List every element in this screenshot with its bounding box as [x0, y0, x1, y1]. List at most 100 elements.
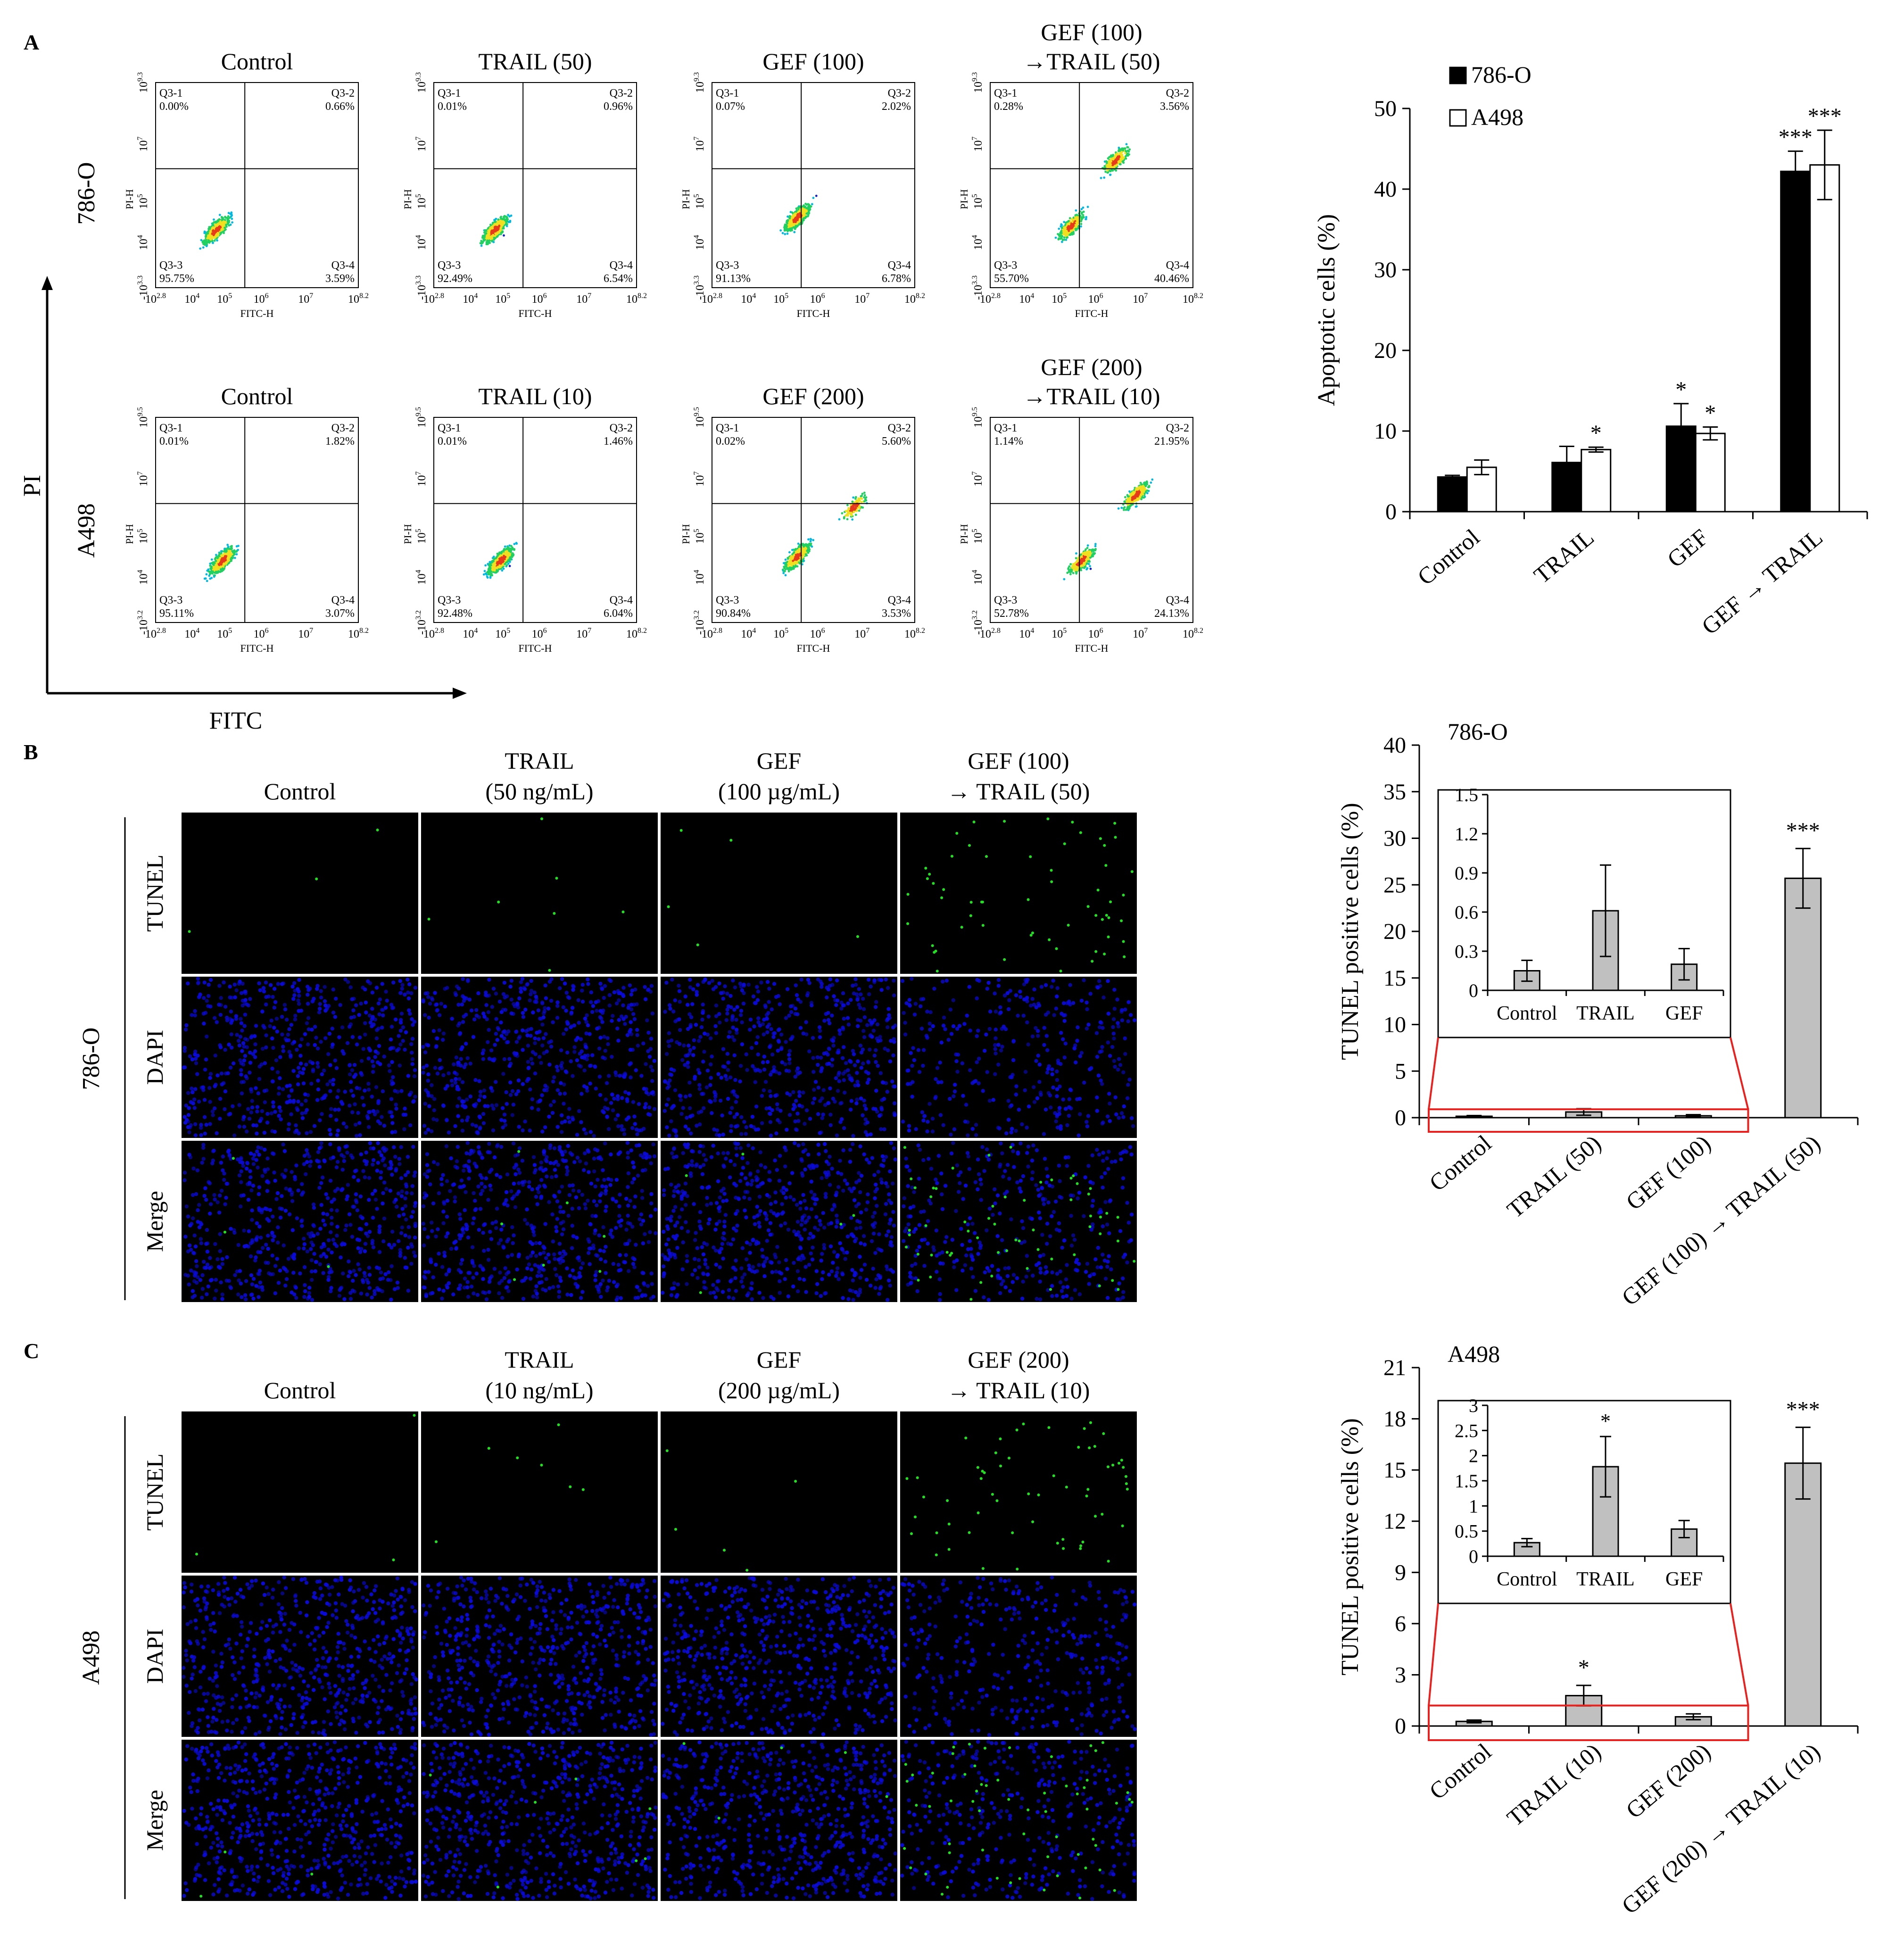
flow-event-dot — [786, 232, 789, 235]
flow-event-dot — [785, 558, 787, 561]
flow-event-dot — [789, 230, 792, 232]
tick-exponent: 5 — [414, 194, 422, 198]
flow-x-axis-label: FITC-H — [519, 307, 552, 319]
flow-plot-title: TRAIL (10) — [478, 383, 592, 409]
flow-event-dot — [481, 242, 484, 244]
flow-event-dot — [231, 553, 233, 556]
tick-exponent: 7 — [414, 472, 422, 475]
flow-event-dot — [497, 566, 499, 568]
flow-plot-frame — [712, 417, 915, 622]
tick-exponent: 4 — [196, 627, 199, 635]
flow-x-tick-label: 105 — [1051, 292, 1067, 306]
flow-event-dot — [1075, 209, 1077, 212]
flow-event-dot — [798, 550, 801, 552]
flow-event-dot — [1128, 149, 1131, 151]
flow-event-dot — [784, 230, 786, 232]
flow-event-dot — [1114, 160, 1117, 163]
flow-event-dot — [222, 567, 224, 570]
flow-event-dot — [796, 562, 799, 564]
tick-exponent: 4 — [414, 235, 422, 239]
flow-x-tick-label: 104 — [184, 627, 199, 640]
flow-event-dot — [792, 560, 794, 562]
flow-event-dot — [202, 246, 205, 249]
flow-event-dot — [234, 557, 236, 559]
flow-event-dot — [486, 575, 488, 578]
flow-event-dot — [811, 203, 813, 206]
flow-event-dot — [231, 557, 233, 559]
tick-exponent: 6 — [265, 292, 269, 300]
flow-event-dot — [498, 224, 500, 227]
flow-x-tick-label: 104 — [184, 292, 199, 306]
flow-x-tick-label: 108.2 — [1183, 292, 1203, 306]
q1-name: Q3-1 — [438, 422, 461, 434]
tick-exponent: 6 — [265, 627, 269, 635]
flow-y-tick-label: 104 — [414, 570, 428, 585]
flow-event-dot — [810, 543, 812, 545]
flow-x-tick-label: 108.2 — [904, 292, 925, 306]
flow-event-dot — [808, 209, 811, 212]
tick-exponent: 6 — [543, 292, 547, 300]
tick-exponent: 5 — [693, 194, 701, 198]
flow-event-dot — [495, 224, 497, 226]
q4-value: 3.07% — [325, 607, 355, 620]
flow-plot: ControlQ3-10.01%Q3-21.82%Q3-395.11%Q3-43… — [124, 383, 369, 654]
flow-event-dot — [220, 232, 222, 235]
flow-event-dot — [483, 239, 486, 241]
flow-event-dot — [484, 570, 486, 573]
flow-event-dot — [790, 557, 793, 559]
flow-plot: GEF (100)Q3-10.07%Q3-22.02%Q3-391.13%Q3-… — [680, 48, 925, 319]
tick-exponent: 5 — [506, 627, 510, 635]
flow-event-dot — [220, 552, 223, 555]
pi-axis-label: PI — [19, 475, 46, 497]
flow-event-dot — [207, 235, 209, 238]
flow-event-dot — [1118, 158, 1120, 160]
flow-event-dot — [213, 231, 215, 233]
flow-x-tick-label: 108.2 — [626, 292, 647, 306]
flow-event-dot — [503, 555, 505, 557]
flow-event-dot — [1119, 158, 1122, 160]
flow-plot-title: GEF (200) — [762, 383, 864, 409]
flow-event-dot — [494, 232, 497, 235]
q3-name: Q3-3 — [716, 259, 739, 272]
tick-exponent: 4 — [136, 235, 144, 239]
flow-event-dot — [489, 574, 492, 576]
flow-x-tick-label: 105 — [217, 627, 232, 640]
tick-exponent: 5 — [414, 529, 422, 532]
flow-event-dot — [510, 545, 513, 547]
q2-name: Q3-2 — [1166, 87, 1189, 100]
flow-event-dot — [1060, 238, 1062, 240]
flow-plot-title: →TRAIL (50) — [1023, 48, 1160, 75]
flow-y-axis-label: PI-H — [124, 524, 135, 544]
flow-event-dot — [513, 549, 515, 551]
q1-value: 0.01% — [159, 435, 189, 448]
flow-event-dot — [224, 559, 227, 561]
tick-exponent: 7 — [136, 137, 144, 141]
q1-value: 0.28% — [994, 100, 1023, 113]
q4-value: 6.04% — [604, 607, 633, 620]
flow-event-dot — [498, 559, 501, 562]
tick-exponent: 7 — [414, 137, 422, 141]
flow-event-dot — [793, 551, 795, 554]
flow-event-dot — [793, 565, 795, 567]
flow-event-dot — [503, 234, 505, 237]
flow-event-dot — [792, 216, 794, 218]
flow-x-tick-label: 105 — [495, 627, 510, 640]
flow-event-dot — [493, 219, 496, 221]
flow-plot: TRAIL (50)Q3-10.01%Q3-20.96%Q3-392.49%Q3… — [402, 48, 647, 319]
flow-event-dot — [219, 220, 222, 223]
flow-plot: GEF (100)→TRAIL (50)Q3-10.28%Q3-23.56%Q3… — [958, 19, 1203, 319]
flow-plot-title: GEF (100) — [1041, 19, 1142, 45]
flow-event-dot — [499, 554, 502, 556]
flow-event-dot — [1075, 222, 1077, 224]
tick-exponent: 3.3 — [136, 275, 144, 285]
flow-event-dot — [805, 553, 807, 556]
flow-x-tick-label: 108.2 — [348, 292, 369, 306]
flow-y-axis-label: PI-H — [680, 189, 692, 209]
flow-event-dot — [492, 225, 494, 227]
flow-y-tick-label: 105 — [693, 194, 706, 209]
flow-event-dot — [212, 222, 214, 224]
flow-event-dot — [231, 221, 233, 224]
tick-exponent: 7 — [588, 292, 591, 300]
flow-event-dot — [807, 214, 810, 216]
tick-exponent: 7 — [309, 292, 313, 300]
